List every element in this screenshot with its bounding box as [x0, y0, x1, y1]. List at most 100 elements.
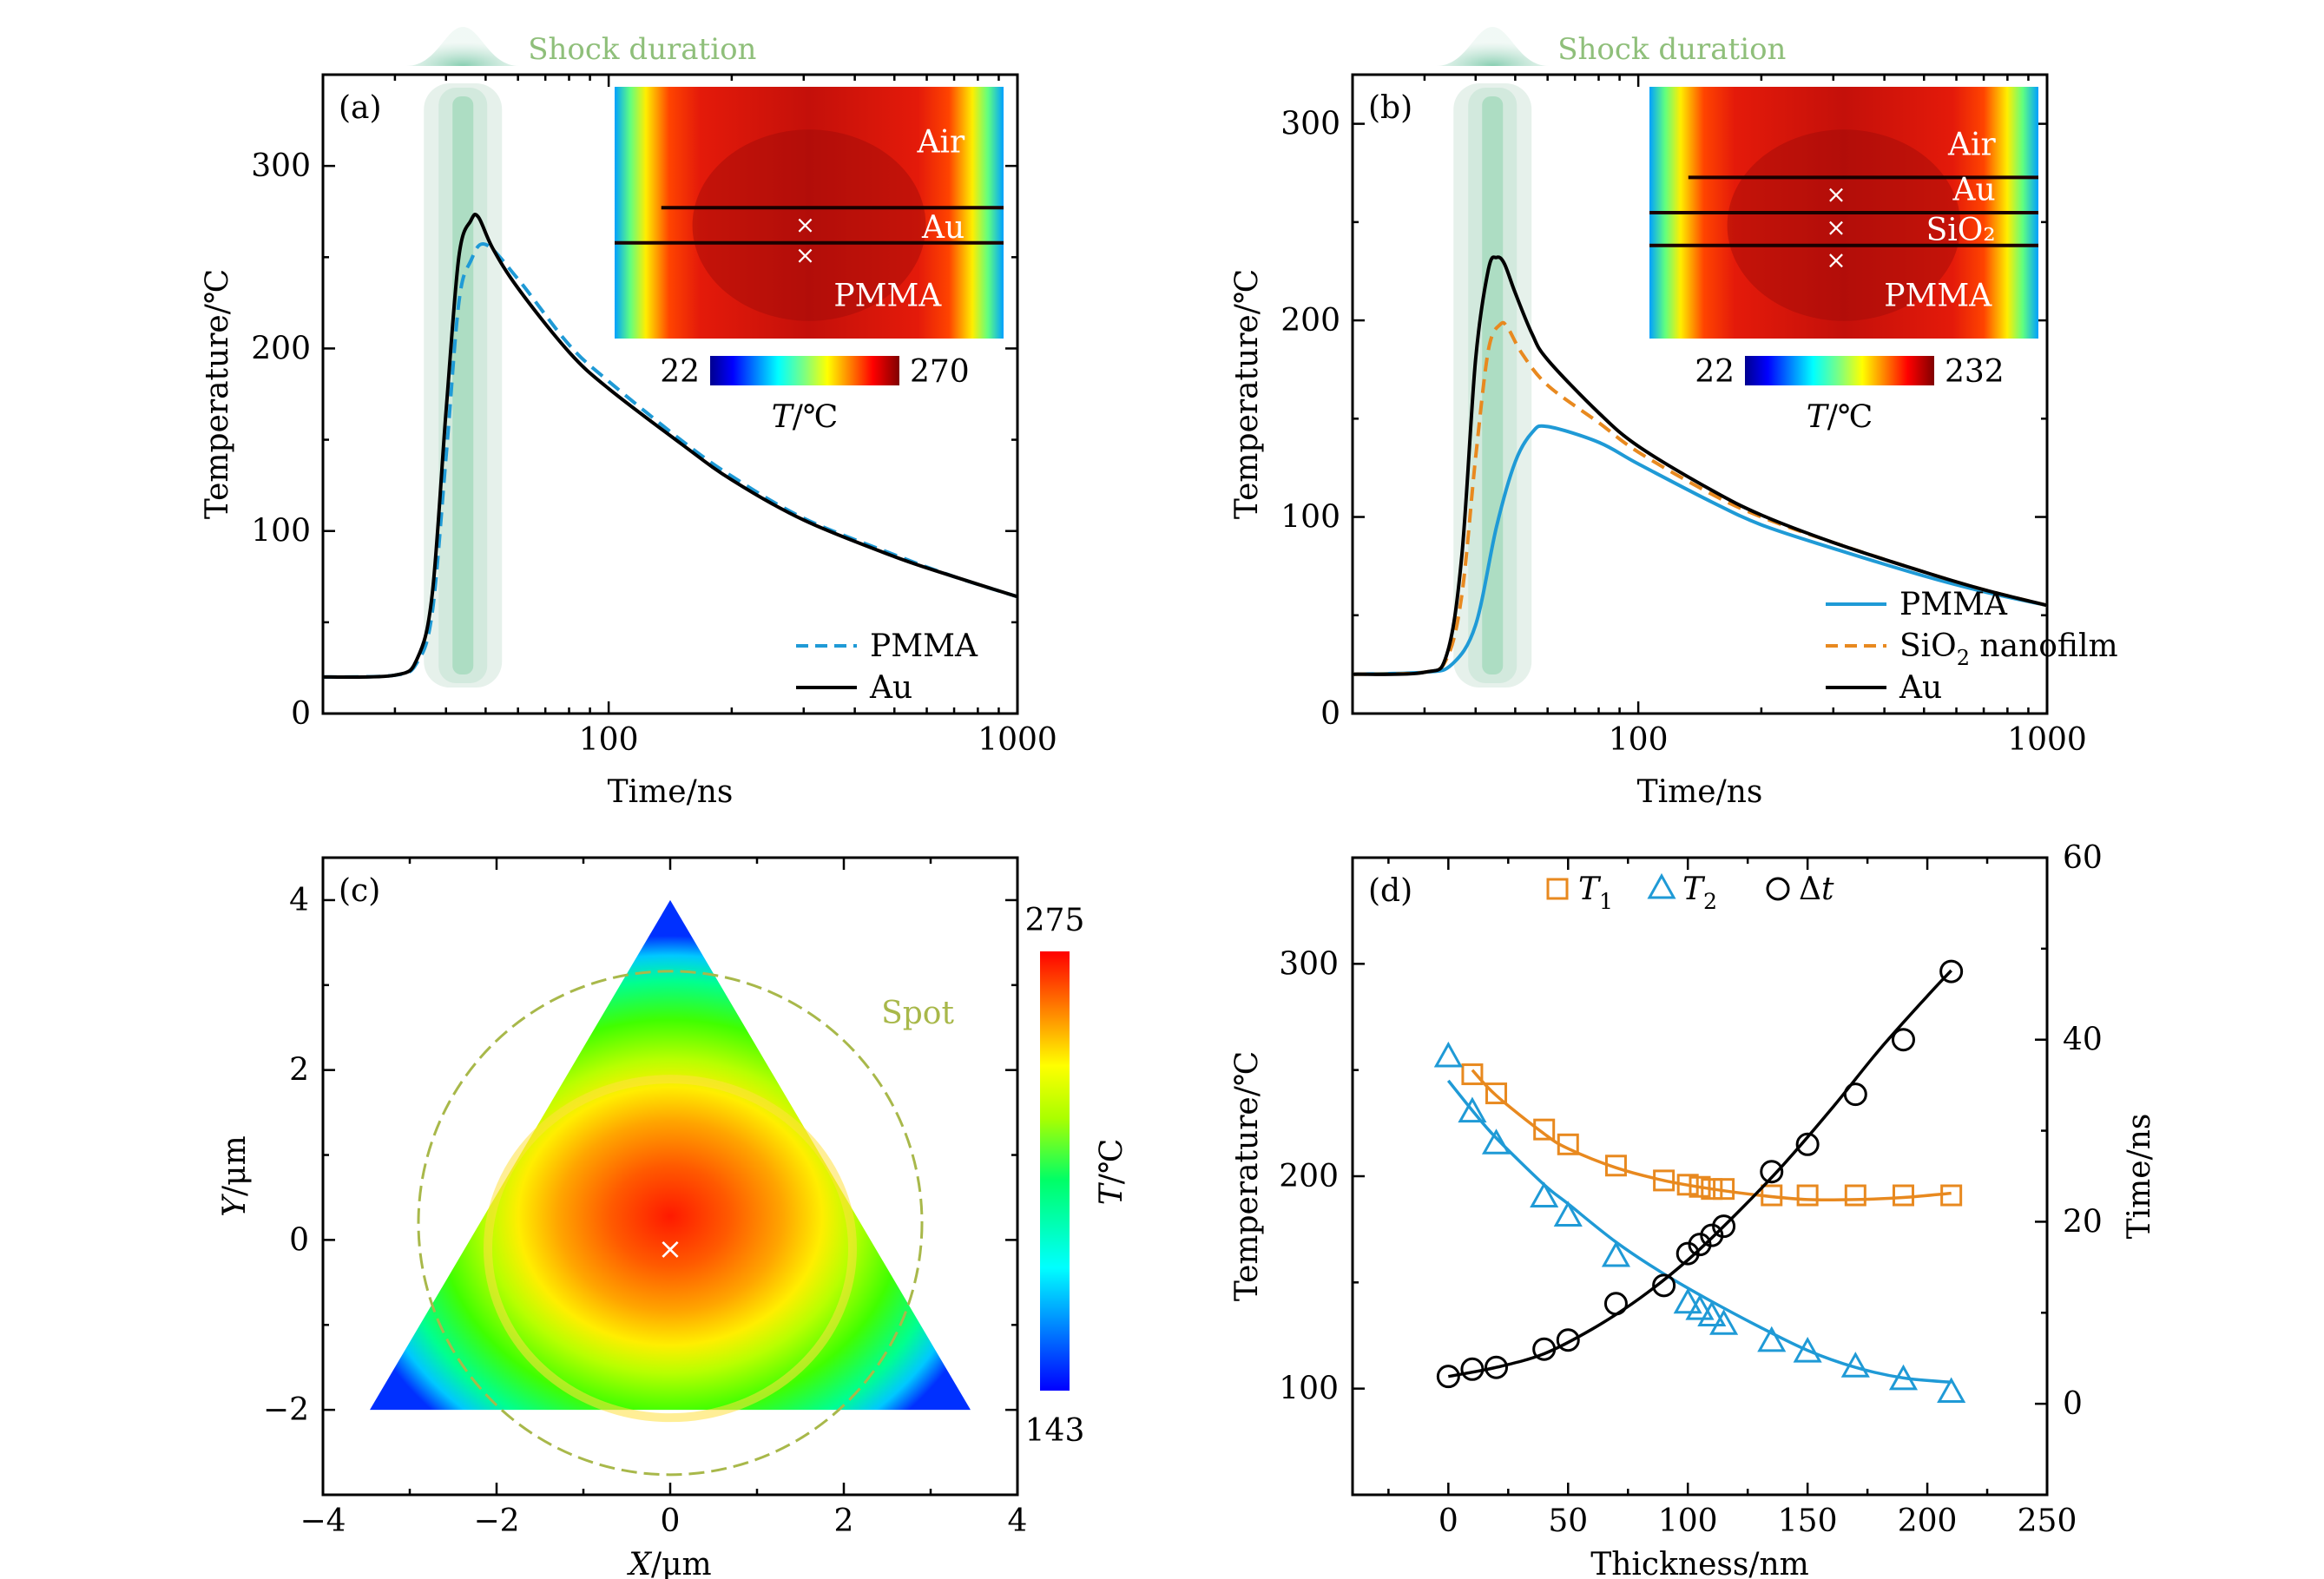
x-axis: 100 1000 Time/ns	[321, 75, 1057, 810]
colorbar-title: T/℃	[772, 399, 838, 435]
colorbar-title: T/℃	[1094, 1139, 1129, 1205]
y-axis-right: 0 20 40 60 Time/ns	[2035, 840, 2157, 1497]
data-point	[1940, 1184, 1963, 1207]
inset-layer-label: SiO₂	[1926, 213, 1996, 248]
x-axis-title: Time/ns	[1637, 774, 1763, 810]
y-axis-title: Y/μm	[217, 1135, 253, 1216]
shock-duration-label: Shock duration	[528, 32, 756, 67]
y-tick-label: 4	[289, 883, 309, 918]
series-line-au	[1353, 255, 2047, 676]
data-point	[1653, 1169, 1676, 1192]
x-tick-label: 200	[1898, 1503, 1958, 1539]
inset-heatmap	[615, 87, 1004, 339]
x-tick-label: 4	[1008, 1503, 1028, 1539]
series-line-au	[323, 213, 1017, 680]
y2-tick-label: 40	[2063, 1023, 2103, 1058]
legend-label: Δt	[1799, 872, 1834, 907]
data-point	[1937, 1377, 1966, 1404]
x-tick-label: 0	[661, 1503, 681, 1539]
y-tick-label: 100	[251, 514, 311, 549]
x-axis: 0 50 100 150 200 250 Thickness/nm	[1387, 858, 2077, 1579]
data-point	[1709, 1309, 1739, 1335]
panel-label: (b)	[1368, 90, 1412, 126]
colorbar-min-label: 22	[1695, 354, 1735, 390]
y-axis-title: Temperature/℃	[1229, 269, 1265, 519]
inset-map-b: × × × Air Au SiO₂ PMMA 22 232 T/℃	[1649, 87, 2038, 435]
series-triangle	[1433, 1041, 1966, 1404]
shock-band-core	[452, 96, 474, 674]
inset-layer-label: Air	[916, 124, 965, 160]
data-point	[1556, 1328, 1580, 1352]
x-tick-label: 50	[1548, 1503, 1588, 1539]
legend-marker	[1766, 877, 1790, 901]
data-point	[1433, 1041, 1463, 1068]
colorbar-max-label: 232	[1945, 354, 2005, 390]
y2-tick-label: 20	[2063, 1204, 2103, 1240]
y2-axis-title: Time/ns	[2122, 1114, 2157, 1240]
fit-line	[1447, 969, 1952, 1378]
data-point	[1689, 1175, 1711, 1198]
data-point	[1891, 1028, 1915, 1052]
shock-pulse-icon	[1436, 27, 1550, 66]
y-tick-label: 300	[1279, 946, 1339, 982]
y-tick-label: 100	[1279, 1372, 1339, 1407]
series-group	[1353, 255, 2047, 676]
legend-label: Au	[1899, 670, 1942, 706]
shock-duration-label: Shock duration	[1557, 32, 1786, 67]
y-tick-label: 0	[291, 696, 311, 732]
data-point	[1601, 1240, 1631, 1267]
legend-label: SiO2 nanofilm	[1899, 628, 2118, 670]
y-tick-label: 0	[289, 1222, 309, 1258]
legend-label: Au	[869, 670, 912, 706]
colorbar-min-label: 143	[1025, 1413, 1085, 1449]
data-point	[1793, 1337, 1822, 1363]
shock-duration-band: Shock duration	[406, 27, 756, 688]
fit-line	[1471, 1069, 1952, 1202]
x-tick-label: 100	[1658, 1503, 1718, 1539]
inset-probe-marker: ×	[1826, 181, 1846, 209]
series-group	[323, 213, 1017, 680]
y-tick-label: 2	[289, 1053, 309, 1089]
colorbar-title: T/℃	[1807, 399, 1873, 435]
y-tick-label: −2	[263, 1392, 309, 1428]
colorbar-max-label: 270	[910, 354, 970, 390]
data-point	[1760, 1160, 1784, 1184]
data-point	[1757, 1326, 1787, 1352]
panel-c: × Spot −4 −2 0 2 4 X/μm −2 0 2 4 Y/μm (c) 275 143 T/℃	[217, 856, 1129, 1579]
y-axis: 0 100 200 300 Temperature/℃	[200, 73, 1017, 732]
x-tick-label: 1000	[2007, 722, 2087, 758]
data-point	[1685, 1294, 1715, 1320]
x-tick-label: 0	[1439, 1503, 1458, 1539]
inset-layer-label: PMMA	[833, 278, 942, 313]
panel-label: (d)	[1368, 873, 1412, 909]
y-tick-label: 100	[1281, 500, 1340, 536]
spot-circle	[417, 970, 924, 1477]
y-tick-label: 0	[1320, 696, 1340, 732]
colorbar-min-label: 22	[660, 354, 700, 390]
data-point	[1652, 1273, 1676, 1298]
colorbar-gradient	[1040, 951, 1070, 1391]
data-point	[1485, 1082, 1508, 1105]
x-tick-label: 250	[2018, 1503, 2077, 1539]
data-point	[1843, 1082, 1867, 1107]
series-square	[1461, 1063, 1963, 1207]
inset-probe-marker: ×	[795, 211, 815, 240]
data-point	[1481, 1128, 1511, 1155]
plot-frame	[321, 73, 1019, 715]
inset-probe-marker: ×	[1826, 213, 1846, 241]
inset-map-a: ×× Air Au PMMA 22 270 T/℃	[615, 87, 1004, 435]
panel-label: (a)	[339, 90, 382, 126]
data-point	[1795, 1132, 1820, 1156]
data-point	[1604, 1155, 1627, 1177]
legend-marker	[1647, 872, 1676, 899]
series-line-sio2-nanofilm	[1353, 320, 2047, 676]
x-tick-label: −4	[300, 1503, 346, 1539]
inset-layer-label: Au	[1952, 173, 1996, 208]
data-point	[1557, 1133, 1579, 1155]
data-point	[1485, 1355, 1509, 1379]
data-point	[1712, 1214, 1736, 1239]
data-point	[1530, 1181, 1559, 1207]
x-axis-title: X/μm	[626, 1547, 711, 1579]
colorbar-gradient	[710, 356, 899, 385]
panel-d: 0 50 100 150 200 250Thickness/nm100200300Temp…	[1229, 840, 2157, 1579]
